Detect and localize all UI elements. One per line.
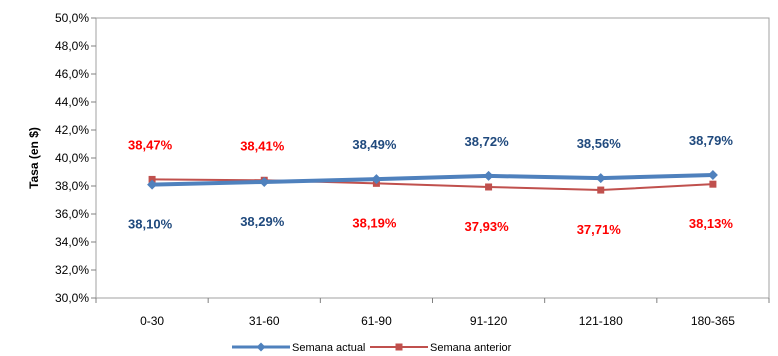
y-tick-label: 42,0% xyxy=(55,123,89,137)
y-tick-label: 30,0% xyxy=(55,291,89,305)
x-tick-label: 61-90 xyxy=(361,314,392,328)
y-tick-label: 32,0% xyxy=(55,263,89,277)
y-tick-label: 40,0% xyxy=(55,151,89,165)
axes: 30,0% 32,0% 34,0% 36,0% 38,0% 40,0% 42,0% 44,0%… xyxy=(55,11,770,328)
legend-label: Semana anterior xyxy=(430,342,512,354)
data-label: 38,49% xyxy=(352,137,397,152)
legend-item-semana-actual: Semana actual xyxy=(232,342,365,354)
data-labels-layer: 38,10% 38,47% 38,29% 38,41% 38,49% 38,19% 38,7… xyxy=(128,133,733,237)
legend: Semana actual Semana anterior xyxy=(232,342,512,354)
legend-swatch-marker xyxy=(395,343,403,351)
data-label: 38,79% xyxy=(689,133,734,148)
plot-area-border xyxy=(95,17,770,299)
legend-item-semana-anterior: Semana anterior xyxy=(370,342,512,354)
y-tick-label: 46,0% xyxy=(55,67,89,81)
data-point xyxy=(595,173,606,184)
data-point xyxy=(148,175,156,183)
x-tick-label: 31-60 xyxy=(249,314,280,328)
x-tick-label: 121-180 xyxy=(579,314,623,328)
data-label: 37,71% xyxy=(577,222,622,237)
series-layer xyxy=(147,169,718,194)
data-point xyxy=(485,183,493,191)
data-label: 38,41% xyxy=(240,138,285,153)
data-point xyxy=(371,174,382,185)
data-point xyxy=(709,180,717,188)
data-label: 38,19% xyxy=(352,215,397,230)
data-point xyxy=(147,179,158,190)
data-point xyxy=(597,186,605,194)
legend-label: Semana actual xyxy=(292,342,365,354)
series-line-semana-actual xyxy=(152,172,713,187)
x-tick-label: 180-365 xyxy=(691,314,735,328)
data-label: 37,93% xyxy=(465,219,510,234)
y-tick-label: 34,0% xyxy=(55,235,89,249)
data-point xyxy=(259,176,270,187)
data-label: 38,29% xyxy=(240,214,285,229)
data-point xyxy=(707,169,718,180)
y-tick-label: 38,0% xyxy=(55,179,89,193)
data-label: 38,47% xyxy=(128,137,173,152)
series-line-semana-anterior xyxy=(152,178,713,192)
data-label: 38,72% xyxy=(465,134,510,149)
data-point xyxy=(483,170,494,181)
y-axis-title: Tasa (en $) xyxy=(27,127,41,189)
y-tick-label: 36,0% xyxy=(55,207,89,221)
x-tick-label: 91-120 xyxy=(470,314,508,328)
data-label: 38,13% xyxy=(689,216,734,231)
x-tick-label: 0-30 xyxy=(140,314,164,328)
legend-swatch-marker xyxy=(256,342,266,352)
data-label: 38,10% xyxy=(128,217,173,232)
y-tick-label: 48,0% xyxy=(55,39,89,53)
y-tick-label: 44,0% xyxy=(55,95,89,109)
data-label: 38,56% xyxy=(577,136,622,151)
y-tick-label: 50,0% xyxy=(55,11,89,25)
